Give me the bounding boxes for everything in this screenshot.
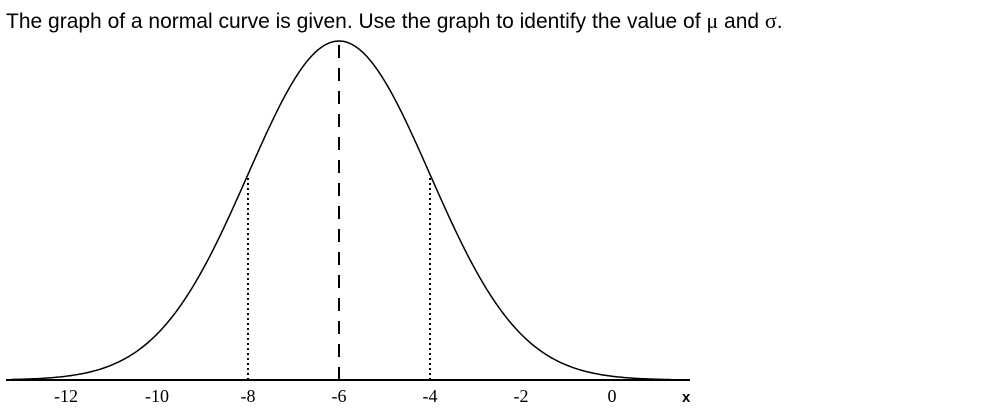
x-tick-label: -10 [145, 386, 169, 406]
mu-symbol: μ [706, 8, 719, 33]
question-text-after: . [776, 10, 783, 33]
x-tick-label: -12 [54, 386, 78, 406]
normal-curve [11, 40, 672, 381]
x-axis-tick-labels: -12 -10 -8 -6 -4 -2 0 [54, 386, 617, 406]
x-tick-label: 0 [608, 386, 617, 406]
x-tick-label: -6 [332, 386, 347, 406]
question-text-middle: and [718, 10, 765, 33]
question-text-before: The graph of a normal curve is given. Us… [6, 10, 707, 33]
x-axis-label: x [682, 389, 691, 406]
sigma-symbol: σ [764, 8, 777, 33]
reference-lines [247, 41, 431, 380]
x-tick-label: -4 [423, 386, 438, 406]
question-text: The graph of a normal curve is given. Us… [6, 8, 783, 34]
x-tick-label: -8 [241, 386, 256, 406]
x-tick-label: -2 [514, 386, 529, 406]
